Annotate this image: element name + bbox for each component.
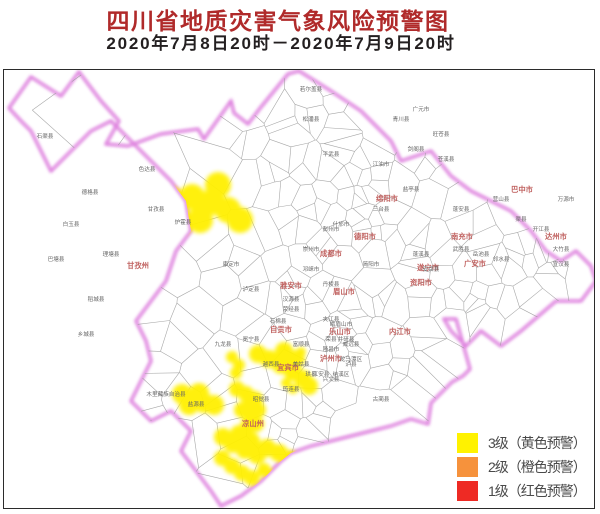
svg-text:龙马潭区: 龙马潭区 [340, 355, 363, 363]
svg-text:德阳市: 德阳市 [354, 232, 377, 241]
svg-text:甘孜州: 甘孜州 [127, 261, 149, 270]
svg-text:丹棱县: 丹棱县 [323, 280, 340, 288]
svg-text:武胜县: 武胜县 [453, 245, 470, 253]
svg-text:威远县: 威远县 [343, 340, 360, 348]
svg-text:苍溪县: 苍溪县 [438, 155, 455, 163]
svg-text:雅安市: 雅安市 [280, 281, 303, 290]
svg-text:美姑县: 美姑县 [293, 360, 310, 368]
svg-text:德格县: 德格县 [82, 188, 99, 196]
svg-text:剑阁县: 剑阁县 [408, 145, 425, 153]
svg-text:内江市: 内江市 [389, 327, 412, 336]
svg-text:大竹县: 大竹县 [553, 245, 570, 253]
svg-text:资阳市: 资阳市 [410, 278, 433, 287]
svg-text:成都市: 成都市 [320, 249, 343, 258]
svg-text:乐山市: 乐山市 [329, 327, 352, 336]
svg-text:三台县: 三台县 [373, 205, 390, 213]
svg-text:江油市: 江油市 [373, 160, 390, 168]
svg-text:绵阳市: 绵阳市 [376, 194, 399, 203]
svg-text:旺苍县: 旺苍县 [433, 130, 450, 138]
svg-text:巴中市: 巴中市 [511, 185, 534, 194]
svg-text:荣县: 荣县 [325, 335, 337, 343]
svg-text:青川县: 青川县 [393, 115, 410, 123]
svg-text:理塘县: 理塘县 [103, 250, 120, 258]
svg-text:康定市: 康定市 [223, 260, 240, 268]
svg-text:渠县: 渠县 [515, 215, 527, 223]
svg-text:汉源县: 汉源县 [283, 295, 300, 303]
svg-text:甘孜县: 甘孜县 [148, 205, 165, 213]
svg-text:石棉县: 石棉县 [270, 317, 287, 325]
svg-text:开江县: 开江县 [533, 226, 550, 233]
svg-text:筠连县: 筠连县 [283, 385, 300, 393]
svg-text:荥经县: 荥经县 [283, 305, 300, 313]
svg-text:什邡市: 什邡市 [333, 220, 350, 228]
svg-text:石渠县: 石渠县 [37, 132, 54, 140]
svg-text:白玉县: 白玉县 [63, 220, 80, 228]
svg-text:简阳市: 简阳市 [363, 260, 380, 268]
svg-text:木里藏族自治县: 木里藏族自治县 [146, 390, 186, 398]
svg-text:纳溪区: 纳溪区 [333, 370, 350, 378]
svg-text:南充市: 南充市 [451, 232, 474, 241]
svg-text:自贡市: 自贡市 [270, 325, 293, 334]
svg-text:隆昌市: 隆昌市 [323, 345, 340, 353]
svg-text:古蔺县: 古蔺县 [373, 395, 390, 403]
svg-text:盐亭县: 盐亭县 [403, 185, 420, 193]
svg-text:若尔盖县: 若尔盖县 [300, 85, 323, 93]
svg-text:稻城县: 稻城县 [88, 295, 105, 303]
svg-text:盐源县: 盐源县 [188, 400, 205, 408]
svg-text:万源市: 万源市 [558, 195, 575, 203]
svg-text:越西县: 越西县 [263, 360, 280, 368]
svg-text:蓬安县: 蓬安县 [453, 205, 470, 213]
svg-text:巴塘县: 巴塘县 [48, 255, 65, 263]
svg-text:广元市: 广元市 [413, 105, 430, 113]
svg-text:崇州市: 崇州市 [303, 245, 320, 253]
svg-text:平武县: 平武县 [323, 150, 340, 158]
svg-text:达州市: 达州市 [545, 232, 568, 241]
svg-text:昭觉县: 昭觉县 [253, 395, 270, 403]
svg-text:富顺县: 富顺县 [293, 340, 310, 348]
svg-text:江安县: 江安县 [313, 370, 330, 378]
svg-text:岳池县: 岳池县 [473, 250, 490, 258]
svg-text:松潘县: 松潘县 [303, 115, 320, 123]
svg-text:炉霍县: 炉霍县 [175, 218, 192, 226]
svg-text:凉山州: 凉山州 [242, 419, 264, 428]
svg-text:色达县: 色达县 [139, 165, 156, 173]
svg-text:广安市: 广安市 [464, 259, 487, 268]
svg-text:营山县: 营山县 [493, 195, 510, 203]
svg-text:峨眉山市: 峨眉山市 [330, 320, 353, 328]
svg-text:眉山市: 眉山市 [333, 287, 356, 296]
svg-text:九龙县: 九龙县 [215, 340, 232, 348]
svg-text:蓬溪县: 蓬溪县 [413, 250, 430, 258]
svg-text:乡城县: 乡城县 [78, 331, 95, 338]
svg-text:安岳县: 安岳县 [423, 265, 440, 273]
svg-text:邻水县: 邻水县 [493, 255, 510, 263]
svg-text:冕宁县: 冕宁县 [243, 335, 260, 343]
svg-text:邛崃市: 邛崃市 [303, 265, 320, 273]
svg-text:泸定县: 泸定县 [243, 285, 260, 293]
svg-text:宣汉县: 宣汉县 [553, 260, 570, 268]
